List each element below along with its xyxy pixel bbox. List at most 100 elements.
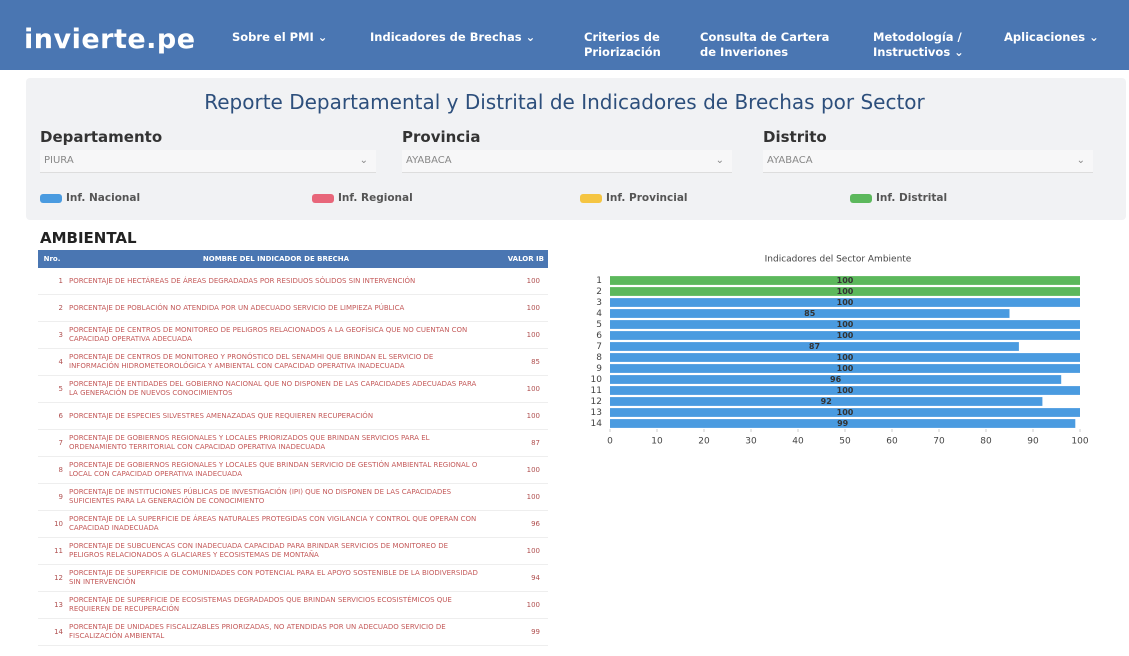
table-row: 9 PORCENTAJE DE INSTITUCIONES PÚBLICAS DE… [38, 483, 548, 511]
data-label: 100 [837, 287, 854, 296]
y-tick-label: 12 [591, 397, 602, 407]
filter-select[interactable]: PIURA ⌄ [40, 150, 376, 173]
indicator-value: 100 [486, 321, 548, 349]
legend-label: Inf. Nacional [66, 192, 141, 204]
nav-item[interactable]: Sobre el PMI ⌄ [232, 30, 328, 44]
indicator-name: PORCENTAJE DE ESPECIES SILVESTRES AMENAZ… [66, 402, 486, 430]
x-tick-label: 40 [792, 437, 804, 447]
indicator-value: 99 [486, 618, 548, 646]
indicator-value: 94 [486, 564, 548, 592]
indicator-name: PORCENTAJE DE SUPERFICIE DE ECOSISTEMAS … [66, 591, 486, 619]
table-row: 5 PORCENTAJE DE ENTIDADES DEL GOBIERNO NA… [38, 375, 548, 403]
data-label: 100 [837, 353, 854, 362]
legend-label: Inf. Distrital [876, 192, 948, 204]
filter-select[interactable]: AYABACA ⌄ [402, 150, 732, 173]
nav-item[interactable]: Aplicaciones ⌄ [1004, 30, 1099, 44]
row-number: 11 [38, 537, 66, 565]
table-row: 10 PORCENTAJE DE LA SUPERFICIE DE ÁREAS N… [38, 510, 548, 538]
indicator-value: 100 [486, 294, 548, 322]
indicator-value: 100 [486, 402, 548, 430]
row-number: 2 [38, 294, 66, 322]
nav-label: Metodología / Instructivos [873, 30, 962, 59]
select-value: AYABACA [767, 155, 813, 166]
nav-item[interactable]: Consulta de Cartera de Inveriones [700, 30, 830, 60]
x-tick-label: 50 [839, 437, 851, 447]
x-tick-label: 70 [933, 437, 945, 447]
legend-item: Inf. Provincial [580, 192, 688, 204]
x-tick-label: 30 [745, 437, 757, 447]
table-row: 8 PORCENTAJE DE GOBIERNOS REGIONALES Y LO… [38, 456, 548, 484]
bar [610, 364, 1080, 373]
bar [610, 408, 1080, 417]
data-label: 99 [837, 419, 849, 428]
nav-label: Consulta de Cartera de Inveriones [700, 30, 830, 59]
indicator-name: PORCENTAJE DE HECTÁREAS DE ÁREAS DEGRADA… [66, 268, 486, 295]
bar [610, 320, 1080, 329]
data-label: 100 [837, 320, 854, 329]
indicator-name: PORCENTAJE DE INSTITUCIONES PÚBLICAS DE … [66, 483, 486, 511]
indicator-value: 100 [486, 591, 548, 619]
y-tick-label: 7 [596, 342, 602, 352]
row-number: 9 [38, 483, 66, 511]
indicator-value: 100 [486, 456, 548, 484]
x-tick-label: 20 [698, 437, 710, 447]
data-label: 85 [804, 309, 816, 318]
y-tick-label: 14 [591, 419, 603, 429]
legend-item: Inf. Regional [312, 192, 413, 204]
y-tick-label: 13 [591, 408, 602, 418]
column-header: VALOR IB [486, 250, 548, 268]
row-number: 3 [38, 321, 66, 349]
y-tick-label: 4 [596, 309, 602, 319]
indicator-name: PORCENTAJE DE UNIDADES FISCALIZABLES PRI… [66, 618, 486, 646]
legend-swatch [850, 193, 872, 203]
y-tick-label: 2 [596, 287, 602, 297]
indicator-value: 100 [486, 483, 548, 511]
table-row: 1 PORCENTAJE DE HECTÁREAS DE ÁREAS DEGRAD… [38, 268, 548, 295]
filter-select[interactable]: AYABACA ⌄ [763, 150, 1093, 173]
indicator-table: Nro. NOMBRE DEL INDICADOR DE BRECHA VALO… [38, 250, 548, 646]
logo[interactable]: invierte.pe [24, 24, 196, 55]
indicator-value: 100 [486, 375, 548, 403]
indicator-name: PORCENTAJE DE GOBIERNOS REGIONALES Y LOC… [66, 429, 486, 457]
y-tick-label: 10 [591, 375, 603, 385]
nav-item[interactable]: Metodología / Instructivos ⌄ [873, 30, 964, 59]
header: invierte.pe Sobre el PMI ⌄ Indicadores d… [0, 0, 1129, 70]
row-number: 1 [38, 268, 66, 295]
legend-item: Inf. Distrital [850, 192, 947, 204]
table-row: 12 PORCENTAJE DE SUPERFICIE DE COMUNIDADE… [38, 564, 548, 592]
nav-item[interactable]: Criterios de Priorización [584, 30, 674, 60]
indicator-name: PORCENTAJE DE ENTIDADES DEL GOBIERNO NAC… [66, 375, 486, 403]
table-row: 11 PORCENTAJE DE SUBCUENCAS CON INADECUAD… [38, 537, 548, 565]
row-number: 8 [38, 456, 66, 484]
select-value: PIURA [44, 155, 74, 166]
nav-label: Sobre el PMI [232, 30, 314, 44]
row-number: 10 [38, 510, 66, 538]
filter-label: Distrito [763, 128, 827, 146]
indicator-name: PORCENTAJE DE GOBIERNOS REGIONALES Y LOC… [66, 456, 486, 484]
bar [610, 386, 1080, 395]
row-number: 14 [38, 618, 66, 646]
bar [610, 331, 1080, 340]
legend-label: Inf. Regional [338, 192, 413, 204]
x-tick-label: 90 [1027, 437, 1039, 447]
filter-label: Departamento [40, 128, 163, 146]
nav-item[interactable]: Indicadores de Brechas ⌄ [370, 30, 536, 44]
column-header: Nro. [38, 250, 66, 268]
data-label: 96 [830, 375, 842, 384]
row-number: 13 [38, 591, 66, 619]
data-label: 100 [837, 408, 854, 417]
nav-label: Aplicaciones [1004, 30, 1086, 44]
bar [610, 397, 1043, 406]
data-label: 100 [837, 331, 854, 340]
legend-swatch [40, 193, 62, 203]
nav-label: Indicadores de Brechas [370, 30, 522, 44]
y-tick-label: 8 [596, 353, 602, 363]
indicator-value: 100 [486, 268, 548, 295]
y-tick-label: 6 [596, 331, 602, 341]
y-tick-label: 9 [596, 364, 602, 374]
indicator-value: 87 [486, 429, 548, 457]
x-tick-label: 0 [607, 437, 613, 447]
data-label: 100 [837, 276, 854, 285]
data-label: 87 [809, 342, 820, 351]
